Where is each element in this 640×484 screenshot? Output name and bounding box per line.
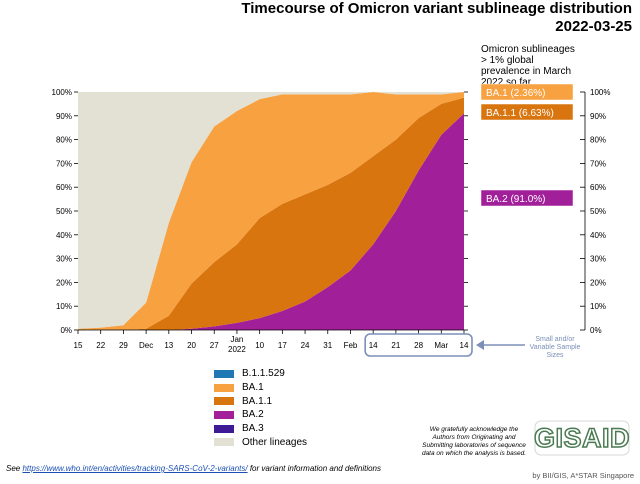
who-link[interactable]: https://www.who.int/en/activities/tracki… — [22, 464, 248, 473]
legend-label: BA.2 — [242, 409, 264, 421]
small-sample-note: Small and/or Variable Sample Sizes — [529, 336, 581, 359]
y-tick-label-left: 0% — [60, 326, 72, 335]
area-ba-1 — [78, 92, 464, 330]
x-tick-label: 10 — [255, 341, 264, 350]
arrow-head-icon — [476, 340, 484, 350]
chart-subtitle: Omicron sublineages > 1% global prevalen… — [481, 44, 575, 88]
y-tick-label-right: 50% — [590, 207, 606, 216]
y-tick-label-right: 100% — [590, 88, 610, 97]
y-tick-label-left: 100% — [52, 88, 72, 97]
logo-text: GISAID — [533, 422, 631, 454]
end-label-text: BA.1 (2.36%) — [486, 88, 545, 99]
x-tick-label: 15 — [74, 341, 83, 350]
end-labels: BA.1 (2.36%) BA.1.1 (6.63%) BA.2 (91.0%) — [480, 83, 574, 207]
y-tick-label-left: 30% — [56, 255, 72, 264]
y-tick-label-right: 70% — [590, 159, 606, 168]
x-tick-label: Dec — [139, 341, 153, 350]
x-tick-label: 27 — [210, 341, 219, 350]
footer-prefix: See — [6, 464, 23, 473]
x-tick-label: Jan — [230, 335, 243, 344]
x-tick-label: 14 — [460, 341, 469, 350]
acknowledgement-text: We gratefully acknowledge the Authors fr… — [421, 426, 527, 457]
x-tick-label: 20 — [187, 341, 196, 350]
legend-label: Other lineages — [242, 436, 308, 448]
end-label-text: BA.2 (91.0%) — [486, 194, 545, 205]
y-tick-label-left: 80% — [56, 136, 72, 145]
axes: 0% 0% 10% 10% 20% 20% 30% 30% 40% 40% 50% 50% 60% 60%… — [52, 88, 611, 354]
x-tick-label: 13 — [164, 341, 173, 350]
x-tick-label: 24 — [301, 341, 310, 350]
x-tick-label: Feb — [344, 341, 358, 350]
legend-swatch — [214, 410, 234, 419]
end-label-text: BA.1.1 (6.63%) — [486, 108, 554, 119]
y-tick-label-left: 60% — [56, 183, 72, 192]
x-tick-label: Mar — [434, 341, 448, 350]
legend-item-ba2: BA.2 — [214, 408, 307, 422]
y-tick-label-right: 0% — [590, 326, 602, 335]
legend-label: BA.1 — [242, 382, 264, 394]
x-tick-label: 2022 — [228, 345, 246, 354]
chart-date: 2022-03-25 — [555, 18, 632, 35]
legend-item-b11529: B.1.1.529 — [214, 367, 307, 381]
y-tick-label-right: 90% — [590, 112, 606, 121]
logo-shape-icon — [534, 420, 630, 456]
small-sample-highlight — [364, 333, 525, 357]
legend-swatch — [214, 397, 234, 406]
x-tick-label: 22 — [96, 341, 105, 350]
y-tick-label-right: 10% — [590, 302, 606, 311]
legend-item-ba3: BA.3 — [214, 422, 307, 436]
area-ba-2 — [78, 113, 464, 330]
y-tick-label-right: 60% — [590, 183, 606, 192]
legend-item-other: Other lineages — [214, 435, 307, 449]
legend-swatch — [214, 424, 234, 433]
legend-label: BA.1.1 — [242, 395, 273, 407]
y-tick-label-right: 20% — [590, 278, 606, 287]
end-label-box — [480, 83, 574, 101]
x-tick-label: 14 — [369, 341, 378, 350]
x-tick-label: 28 — [414, 341, 423, 350]
gisaid-logo: GISAID — [533, 419, 631, 457]
legend-item-ba11: BA.1.1 — [214, 394, 307, 408]
footer-suffix: for variant information and definitions — [247, 464, 381, 473]
y-tick-label-left: 10% — [56, 302, 72, 311]
y-tick-label-right: 40% — [590, 231, 606, 240]
area-ba-1-1 — [78, 97, 464, 331]
x-tick-label: 21 — [391, 341, 400, 350]
y-tick-label-left: 90% — [56, 112, 72, 121]
y-tick-label-left: 20% — [56, 278, 72, 287]
highlight-box — [364, 333, 473, 357]
legend-swatch — [214, 383, 234, 392]
y-tick-label-right: 30% — [590, 255, 606, 264]
area-other-lineages — [78, 92, 464, 329]
y-tick-label-left: 70% — [56, 159, 72, 168]
chart-title: Timecourse of Omicron variant sublineage… — [241, 0, 632, 17]
legend-swatch — [214, 438, 234, 447]
legend-label: BA.3 — [242, 423, 264, 435]
legend-item-ba1: BA.1 — [214, 381, 307, 395]
y-tick-label-right: 80% — [590, 136, 606, 145]
end-label-box — [480, 103, 574, 121]
credit-text: by BII/GIS, A*STAR Singapore — [532, 471, 634, 480]
legend-label: B.1.1.529 — [242, 368, 285, 380]
area-series-group — [78, 92, 464, 331]
legend: B.1.1.529 BA.1 BA.1.1 BA.2 BA.3 Other li… — [214, 367, 307, 449]
y-tick-label-left: 40% — [56, 231, 72, 240]
end-label-box — [480, 189, 574, 207]
x-tick-label: 29 — [119, 341, 128, 350]
x-tick-label: 17 — [278, 341, 287, 350]
x-tick-label: 31 — [323, 341, 332, 350]
footer-text: See https://www.who.int/en/activities/tr… — [6, 464, 381, 473]
legend-swatch — [214, 369, 234, 378]
y-tick-label-left: 50% — [56, 207, 72, 216]
